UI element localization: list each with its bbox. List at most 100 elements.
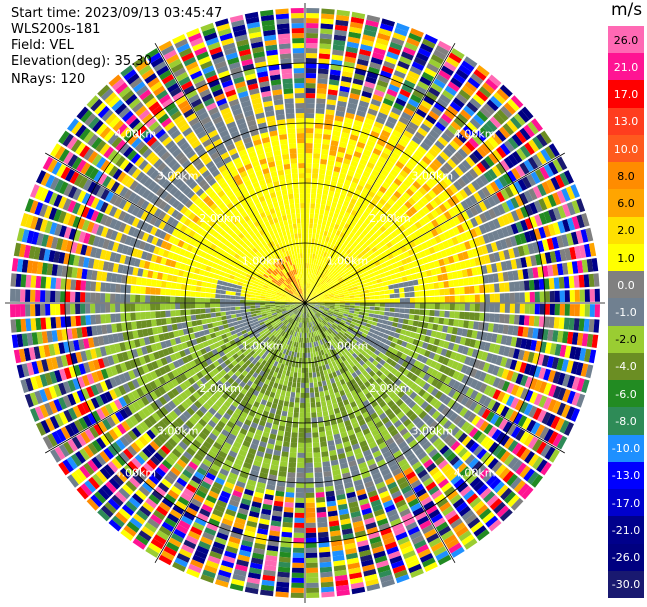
velocity-gate xyxy=(318,531,329,538)
velocity-gate xyxy=(340,301,345,303)
velocity-gate xyxy=(307,248,311,254)
velocity-gate xyxy=(473,403,483,414)
velocity-gate xyxy=(334,115,344,122)
velocity-gate xyxy=(467,412,477,423)
velocity-gate xyxy=(332,288,338,293)
velocity-gate xyxy=(378,247,385,254)
velocity-gate xyxy=(469,206,479,217)
velocity-gate xyxy=(519,292,525,303)
velocity-gate xyxy=(285,370,291,377)
velocity-gate xyxy=(350,16,365,24)
velocity-gate xyxy=(307,294,311,299)
velocity-gate xyxy=(461,159,472,171)
velocity-gate xyxy=(580,363,589,377)
velocity-gate xyxy=(465,208,474,219)
velocity-gate xyxy=(323,369,328,376)
velocity-gate xyxy=(375,116,386,125)
velocity-gate xyxy=(347,143,356,151)
velocity-gate xyxy=(337,100,347,108)
velocity-gate xyxy=(429,129,440,140)
velocity-gate xyxy=(505,358,513,369)
velocity-gate xyxy=(389,342,397,348)
velocity-gate xyxy=(305,113,315,119)
velocity-gate xyxy=(331,217,337,224)
velocity-gate xyxy=(309,303,315,305)
velocity-gate xyxy=(429,397,439,407)
velocity-gate xyxy=(489,95,503,108)
velocity-gate xyxy=(317,265,322,271)
velocity-gate xyxy=(227,322,234,328)
velocity-gate xyxy=(370,98,382,107)
velocity-gate xyxy=(468,357,476,367)
velocity-gate xyxy=(368,221,375,229)
velocity-gate xyxy=(456,383,466,393)
velocity-gate xyxy=(432,172,442,182)
velocity-gate xyxy=(548,161,559,175)
velocity-gate xyxy=(565,186,576,200)
velocity-gate xyxy=(315,487,325,493)
velocity-gate xyxy=(331,276,336,281)
velocity-gate xyxy=(409,331,416,339)
velocity-gate xyxy=(532,407,543,421)
velocity-gate xyxy=(370,152,380,161)
velocity-gate xyxy=(576,198,586,213)
velocity-gate xyxy=(552,192,562,206)
velocity-gate xyxy=(392,165,402,174)
velocity-gate xyxy=(367,190,376,198)
velocity-gate xyxy=(336,182,344,189)
velocity-gate xyxy=(369,61,382,70)
velocity-gate xyxy=(421,356,429,364)
velocity-gate xyxy=(524,292,530,303)
velocity-gate xyxy=(329,150,337,157)
velocity-gate xyxy=(383,285,389,291)
velocity-gate xyxy=(383,344,390,351)
velocity-gate xyxy=(349,292,355,296)
velocity-gate xyxy=(307,293,310,299)
velocity-gate xyxy=(278,561,291,568)
velocity-gate xyxy=(401,84,414,94)
velocity-gate xyxy=(436,169,446,179)
velocity-gate xyxy=(319,286,325,291)
velocity-gate xyxy=(411,61,425,71)
velocity-gate xyxy=(564,290,570,302)
velocity-gate xyxy=(453,279,460,287)
velocity-gate xyxy=(500,105,513,119)
velocity-gate xyxy=(438,69,452,81)
velocity-gate xyxy=(547,370,556,383)
velocity-gate xyxy=(443,386,452,395)
velocity-gate xyxy=(379,107,390,116)
velocity-gate xyxy=(312,279,316,285)
velocity-gate xyxy=(319,307,324,311)
velocity-gate xyxy=(414,221,423,229)
velocity-gate xyxy=(396,260,403,267)
velocity-gate xyxy=(435,183,445,193)
velocity-gate xyxy=(546,413,556,427)
velocity-gate xyxy=(469,258,476,267)
velocity-gate xyxy=(297,452,305,458)
velocity-gate xyxy=(349,300,355,303)
velocity-gate xyxy=(428,246,436,255)
velocity-gate xyxy=(355,230,362,237)
velocity-gate xyxy=(503,437,515,450)
velocity-gate xyxy=(426,343,434,351)
velocity-gate xyxy=(513,314,520,325)
velocity-gate xyxy=(398,282,404,288)
velocity-gate xyxy=(440,249,448,258)
velocity-gate xyxy=(306,288,308,294)
velocity-gate xyxy=(512,270,519,281)
velocity-gate xyxy=(395,328,402,334)
velocity-gate xyxy=(561,404,571,418)
velocity-gate xyxy=(461,328,468,337)
velocity-gate xyxy=(329,74,341,81)
velocity-gate xyxy=(275,591,289,598)
velocity-gate xyxy=(421,256,429,264)
velocity-gate xyxy=(559,304,565,316)
velocity-gate xyxy=(443,162,454,172)
velocity-gate xyxy=(425,394,435,404)
velocity-gate xyxy=(399,88,411,98)
velocity-gate xyxy=(454,295,460,303)
velocity-gate xyxy=(593,273,600,287)
velocity-gate xyxy=(294,402,300,408)
velocity-gate xyxy=(318,249,322,256)
velocity-gate xyxy=(347,317,353,321)
